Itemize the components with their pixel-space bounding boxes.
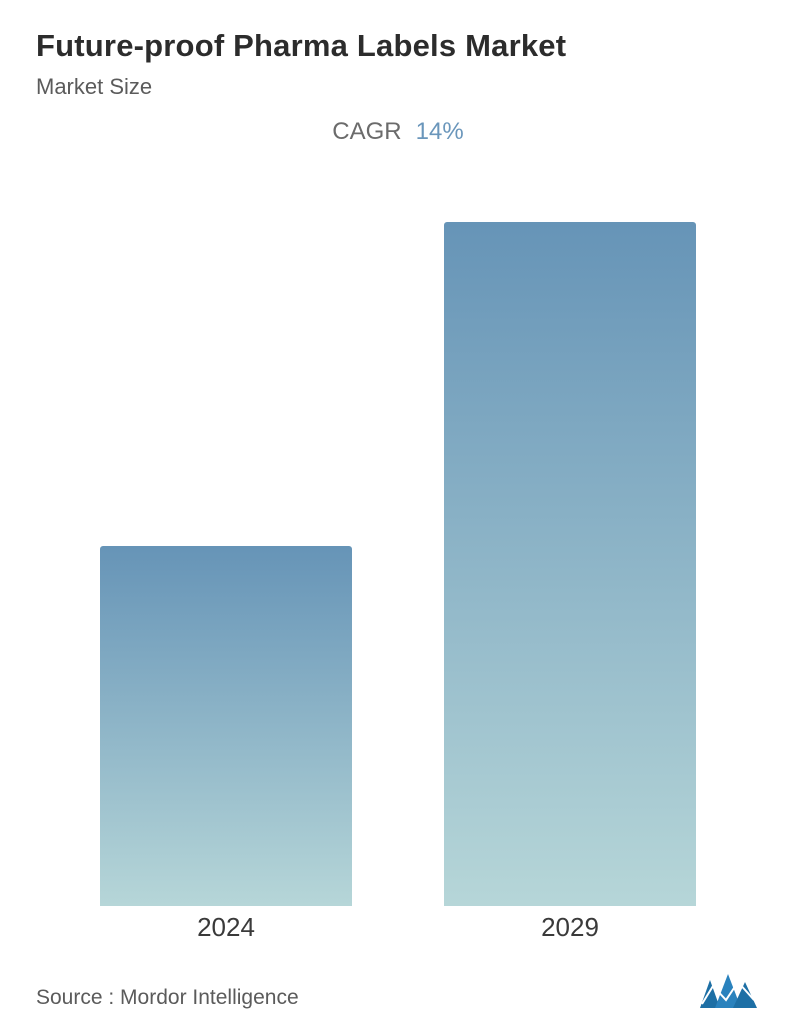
mordor-logo-icon: [698, 970, 760, 1010]
cagr-row: CAGR 14%: [36, 118, 760, 146]
chart-area: 2024 2029: [36, 168, 760, 954]
cagr-value: 14%: [416, 118, 464, 145]
source-text: Source : Mordor Intelligence: [36, 986, 299, 1010]
cagr-label: CAGR: [332, 118, 401, 145]
chart-subtitle: Market Size: [36, 74, 760, 100]
bars-group: [36, 168, 760, 906]
x-label-1: 2029: [398, 906, 742, 954]
chart-container: Future-proof Pharma Labels Market Market…: [0, 0, 796, 1034]
bar-column-0: [54, 546, 398, 906]
x-axis-labels: 2024 2029: [36, 906, 760, 954]
bar-2024: [100, 546, 352, 906]
bar-column-1: [398, 222, 742, 906]
chart-title: Future-proof Pharma Labels Market: [36, 28, 760, 64]
footer: Source : Mordor Intelligence: [36, 964, 760, 1010]
bar-2029: [444, 222, 696, 906]
x-label-0: 2024: [54, 906, 398, 954]
